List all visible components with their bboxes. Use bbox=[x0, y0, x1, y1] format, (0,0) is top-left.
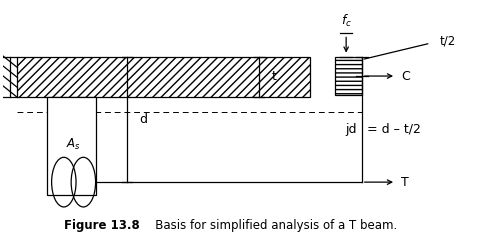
Text: T: T bbox=[401, 176, 409, 189]
Text: t/2: t/2 bbox=[440, 35, 456, 48]
Text: Basis for simplified analysis of a T beam.: Basis for simplified analysis of a T bea… bbox=[144, 219, 398, 232]
Text: $f_c$: $f_c$ bbox=[340, 12, 352, 29]
Text: d: d bbox=[139, 113, 148, 126]
Text: $A_s$: $A_s$ bbox=[66, 137, 81, 152]
Bar bbox=[335, 57, 362, 95]
Text: C: C bbox=[401, 70, 410, 83]
Text: jd: jd bbox=[345, 123, 357, 136]
Bar bbox=[17, 57, 311, 96]
Text: Figure 13.8: Figure 13.8 bbox=[64, 219, 139, 232]
Text: = d – t/2: = d – t/2 bbox=[367, 123, 420, 136]
Bar bbox=[47, 96, 95, 195]
Text: t: t bbox=[271, 70, 276, 83]
